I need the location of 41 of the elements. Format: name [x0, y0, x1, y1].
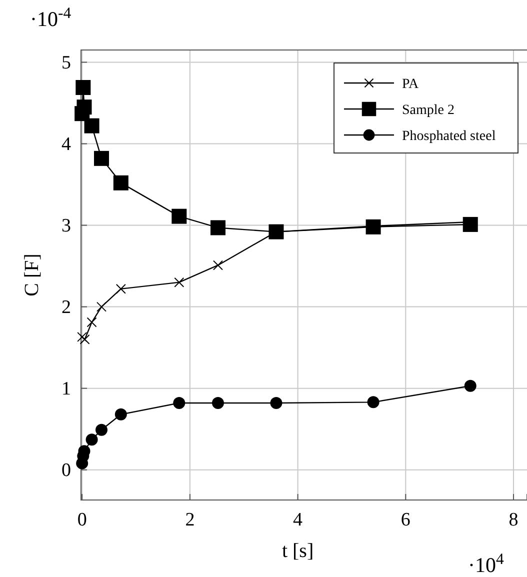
- x-tick-label: 2: [185, 509, 195, 530]
- point: [172, 208, 187, 224]
- point: [173, 396, 186, 409]
- point: [77, 332, 88, 342]
- point: [367, 396, 380, 408]
- x-tick-label: 0: [77, 509, 87, 530]
- point: [86, 317, 97, 328]
- y-tick-label: 0: [62, 460, 71, 481]
- y-tick-label: 4: [62, 134, 72, 155]
- point: [116, 284, 126, 294]
- legend-label: Sample 2: [402, 103, 454, 118]
- y-tick-label: 3: [62, 215, 71, 236]
- point: [113, 175, 128, 190]
- point: [270, 396, 282, 409]
- text: ·10$^{4}$: [468, 550, 504, 577]
- point: [96, 302, 106, 312]
- point: [76, 80, 91, 95]
- legend-label: PA: [402, 77, 420, 92]
- y-axis-title: C [F]: [21, 254, 43, 296]
- point: [366, 219, 381, 234]
- x-axis-title: t [s]: [282, 540, 314, 562]
- legend-label: Phosphated steel: [402, 129, 496, 144]
- point: [174, 277, 184, 288]
- point: [210, 220, 226, 236]
- text: ·10$^{-4}$: [30, 4, 72, 31]
- point: [95, 424, 108, 436]
- point: [464, 380, 476, 392]
- point: [114, 408, 127, 420]
- point: [462, 216, 478, 232]
- point: [94, 150, 109, 166]
- point: [86, 434, 98, 446]
- point: [84, 118, 100, 134]
- x-tick-label: 6: [400, 509, 410, 530]
- x-tick-label: 4: [293, 509, 304, 530]
- x-tick-label: 8: [508, 509, 518, 530]
- y-tick-label: 2: [62, 296, 71, 318]
- y-tick-label: 1: [62, 378, 71, 400]
- y-tick-label: 5: [62, 52, 71, 74]
- point: [212, 260, 223, 270]
- point: [76, 100, 92, 115]
- point: [212, 396, 224, 409]
